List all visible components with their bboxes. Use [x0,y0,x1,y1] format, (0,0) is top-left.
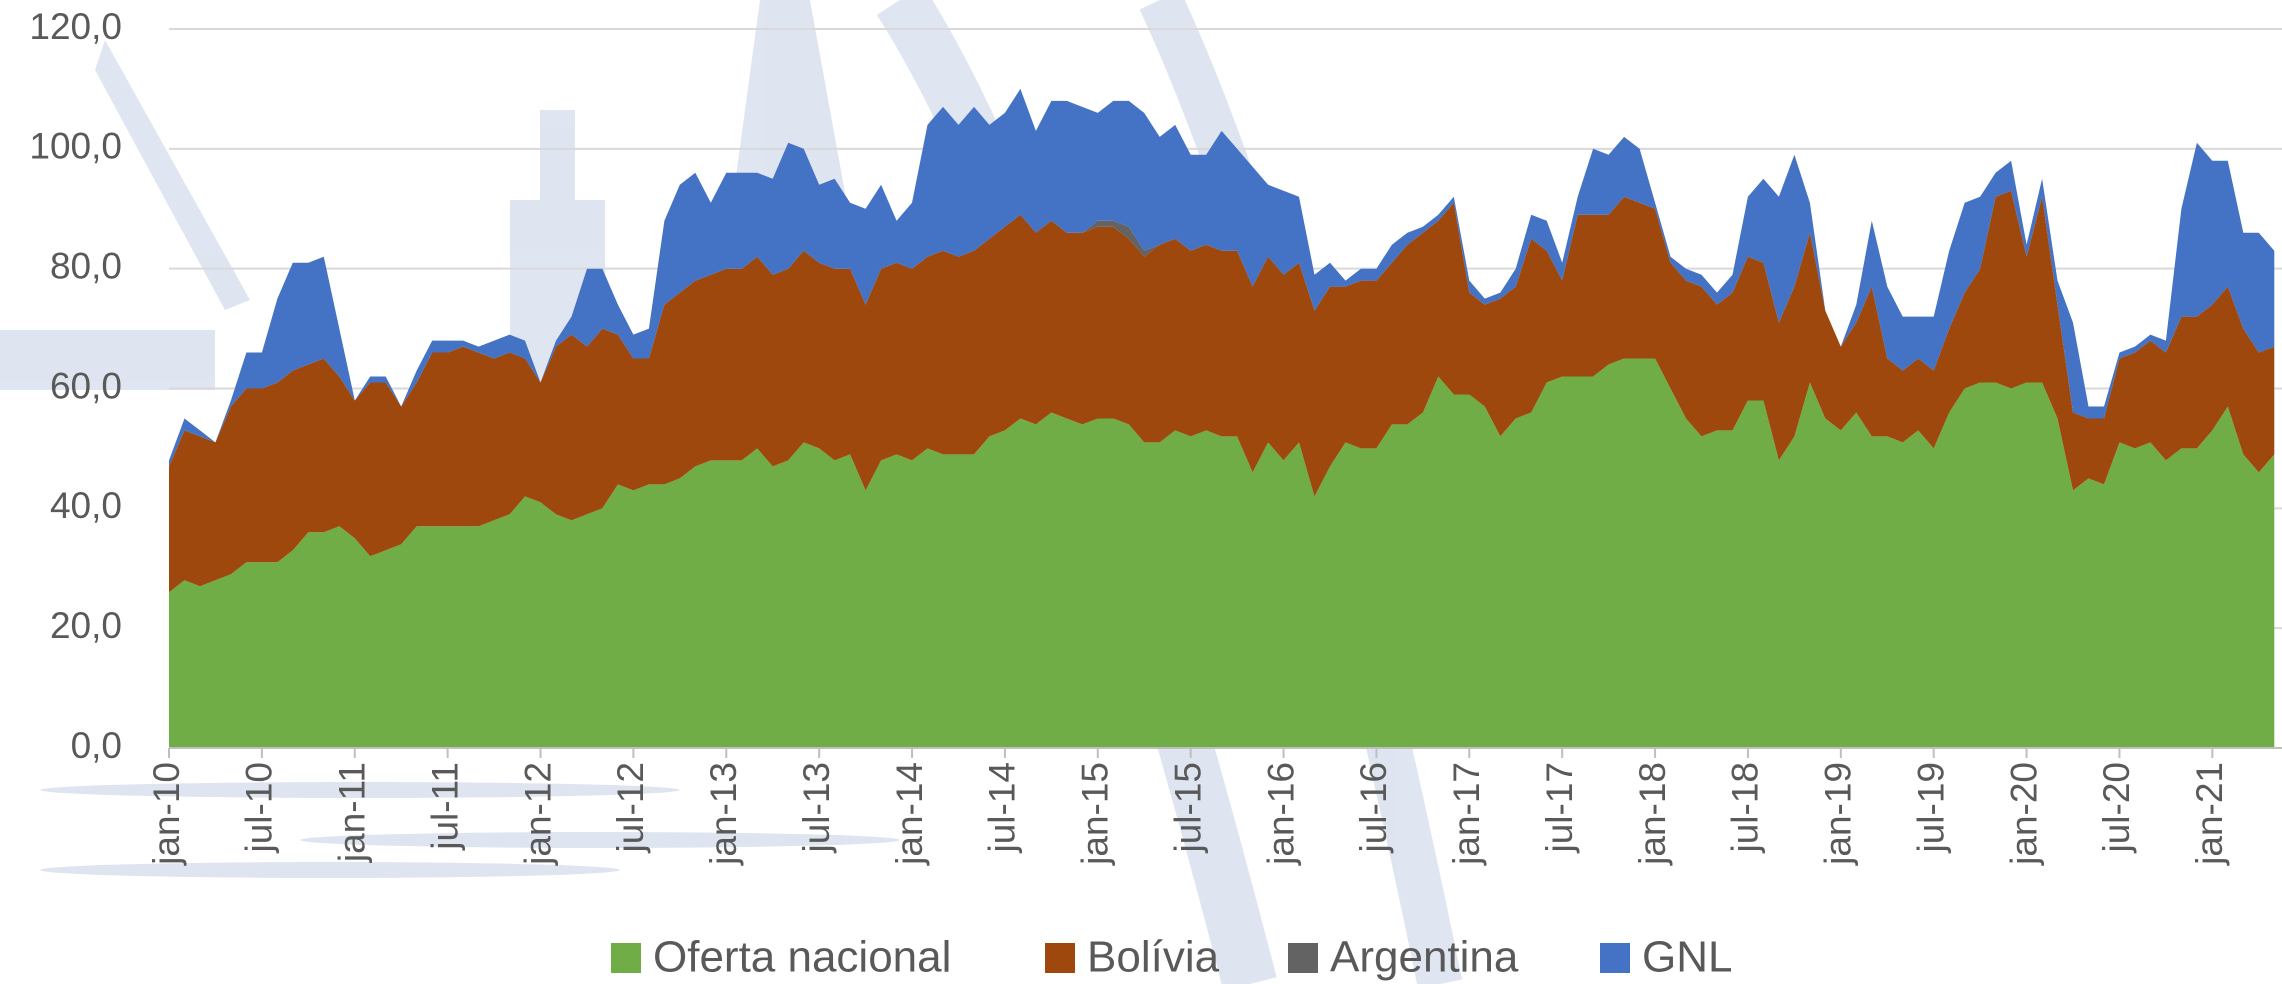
y-tick-label: 60,0 [50,365,122,406]
x-tick-label: jul-20 [2096,762,2137,854]
y-tick-label: 0,0 [71,725,122,766]
watermark-shape [95,40,250,310]
watermark-shape [540,110,575,210]
legend-swatch [1045,943,1075,973]
legend: Oferta nacional Bolívia Argentina GNL [611,933,1732,982]
legend-label: GNL [1642,933,1732,982]
x-tick-label: jul-13 [796,762,837,854]
area [169,190,2275,593]
y-tick-label: 120,0 [29,6,122,47]
x-tick-label: jul-11 [424,762,465,851]
x-tick-label: jan-13 [703,762,744,866]
legend-label: Argentina [1330,933,1519,982]
axes: 0,0 20,0 40,0 60,0 80,0 100,0 120,0 jan-10 jul-1… [29,6,2282,866]
y-tick-label: 40,0 [50,485,122,526]
watermark-shape [730,0,850,220]
x-tick-label: jul-18 [1725,762,1766,854]
x-tick-label: jan-14 [889,762,930,866]
watermark-shape [40,782,680,798]
legend-swatch [1600,943,1630,973]
legend-label: Bolívia [1087,933,1220,982]
legend-swatch [611,943,641,973]
y-tick-label: 100,0 [29,126,122,167]
x-tick-label: jul-12 [610,762,651,854]
x-tick-label: jul-10 [239,762,280,854]
x-tick-label: jul-17 [1539,762,1580,854]
legend-swatch [1288,943,1318,973]
x-tick-label: jan-16 [1260,762,1301,866]
x-tick-label: jan-10 [146,762,187,866]
y-tick-label: 20,0 [50,605,122,646]
watermark-shape [0,330,215,390]
x-tick-label: jul-16 [1353,762,1394,854]
area [169,88,2275,467]
x-tick-label: jul-19 [1910,762,1951,854]
x-tick-label: jan-19 [1818,762,1859,866]
x-tick-label: jan-15 [1075,762,1116,866]
x-tick-label: jul-14 [982,762,1023,854]
y-tick-label: 80,0 [50,245,122,286]
x-tick-label: jan-18 [1632,762,1673,866]
x-tick-label: jan-11 [332,762,373,863]
plot-areas [169,88,2275,748]
watermark-shape [40,862,620,878]
x-tick-label: jul-15 [1167,762,1208,854]
x-tick-label: jan-21 [2189,762,2230,866]
x-tick-label: jan-17 [1446,762,1487,866]
x-tick-label: jan-20 [2003,762,2044,866]
x-tick-label: jan-12 [517,762,558,866]
watermark-shape [300,832,900,848]
area [169,358,2275,748]
legend-label: Oferta nacional [653,933,951,982]
